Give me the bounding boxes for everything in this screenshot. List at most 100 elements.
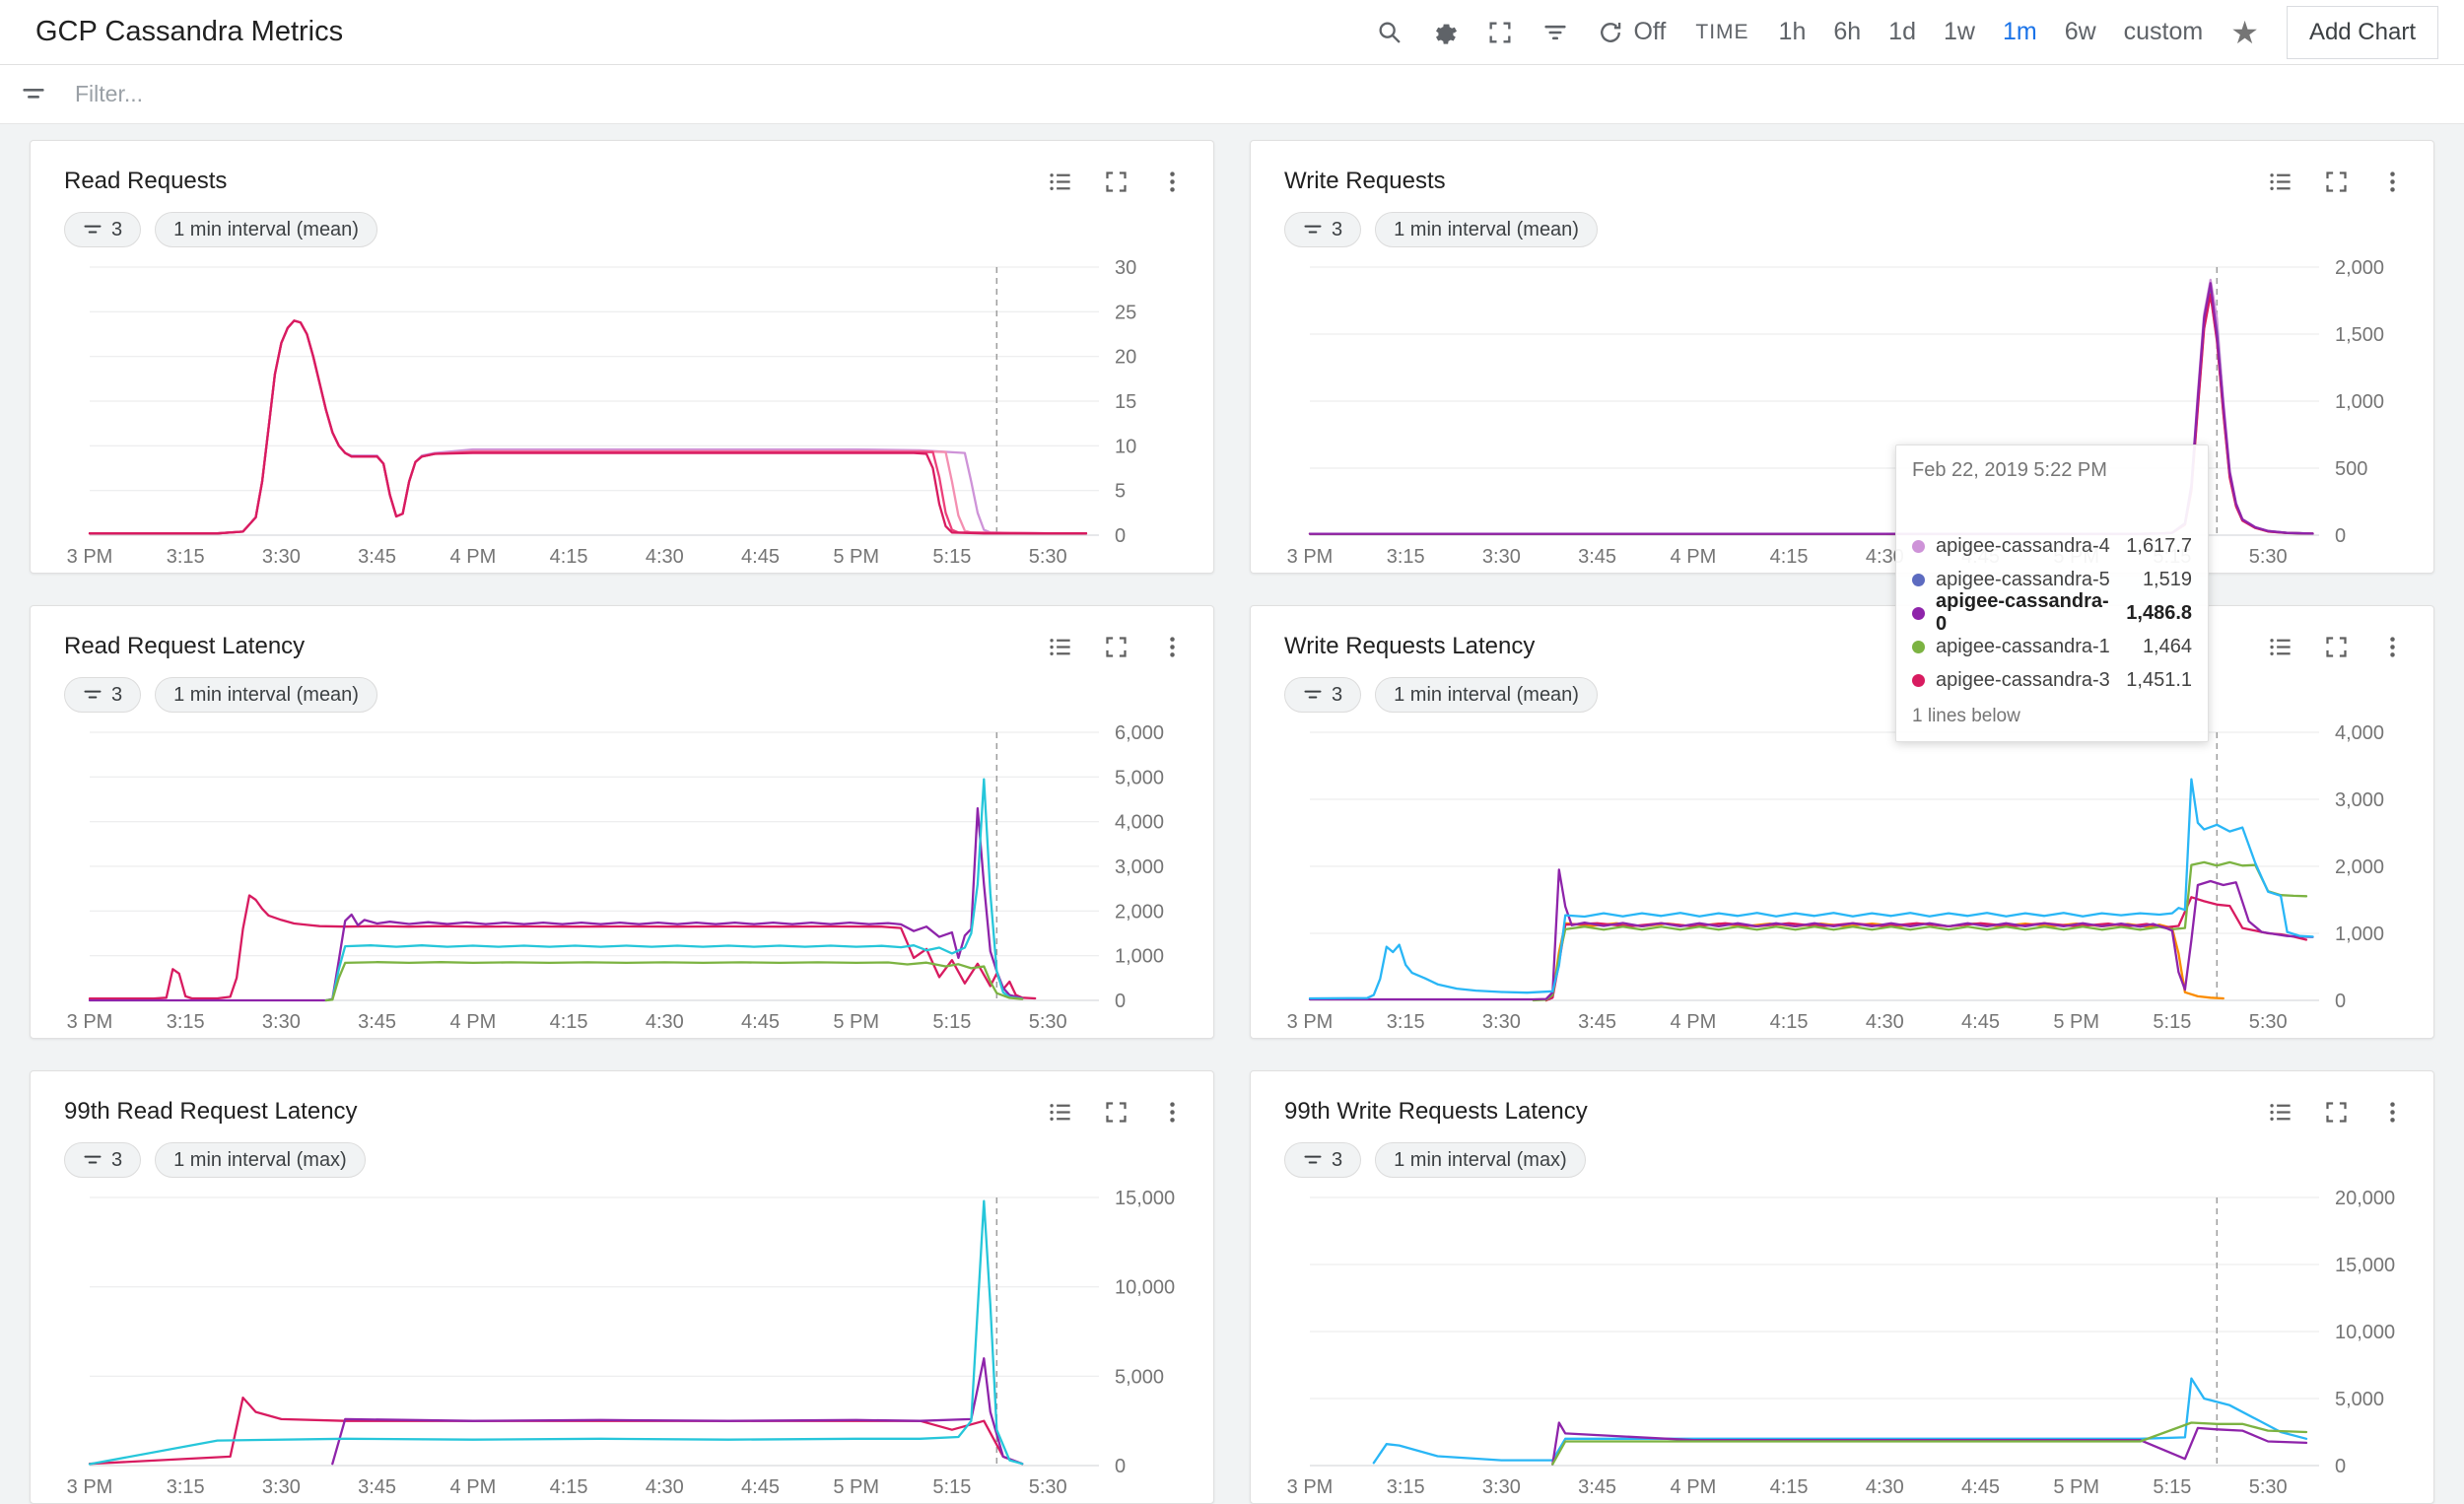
- more-options-kebab-icon[interactable]: [2379, 634, 2406, 660]
- filter-input[interactable]: [73, 80, 861, 108]
- time-range-6w[interactable]: 6w: [2064, 18, 2096, 45]
- legend-list-icon[interactable]: [2267, 169, 2293, 195]
- line-chart[interactable]: 0 5 10 15 20 25 30 3 PM 3:15 3:30 3:45 4 PM 4:15 4:30…: [56, 255, 1194, 573]
- line-chart[interactable]: 0 1,000 2,000 3,000 4,000 5,000 6,000 3 PM 3:15 3…: [56, 720, 1194, 1038]
- svg-text:3 PM: 3 PM: [1287, 546, 1334, 568]
- tooltip-footer: 1 lines below: [1912, 706, 2020, 726]
- legend-list-icon[interactable]: [2267, 634, 2293, 660]
- chart-title: Read Requests: [64, 168, 228, 194]
- line-chart[interactable]: 0 5,000 10,000 15,000 3 PM 3:15 3:30 3:45 4 PM 4:…: [56, 1186, 1194, 1503]
- svg-text:4:15: 4:15: [1770, 1476, 1809, 1498]
- svg-text:10,000: 10,000: [1115, 1277, 1175, 1299]
- interval-badge[interactable]: 1 min interval (max): [1375, 1142, 1586, 1178]
- series-value: 1,617.7: [2126, 534, 2192, 557]
- line-chart[interactable]: 0 1,000 2,000 3,000 4,000 3 PM 3:15 3:30 3:45 4 P…: [1276, 720, 2414, 1038]
- filter-list-icon[interactable]: [1541, 19, 1569, 46]
- time-range-1d[interactable]: 1d: [1888, 18, 1916, 45]
- more-options-kebab-icon[interactable]: [2379, 1099, 2406, 1126]
- svg-text:0: 0: [1115, 1456, 1126, 1477]
- svg-text:500: 500: [2335, 458, 2367, 480]
- time-range-1m[interactable]: 1m: [2002, 18, 2037, 45]
- svg-text:5 PM: 5 PM: [2053, 1011, 2099, 1033]
- filter-count-badge[interactable]: 3: [1284, 677, 1362, 713]
- series-color-dot: [1912, 606, 1925, 620]
- interval-badge[interactable]: 1 min interval (mean): [155, 212, 377, 247]
- interval-badge[interactable]: 1 min interval (mean): [1375, 677, 1598, 713]
- interval-badge[interactable]: 1 min interval (max): [155, 1142, 366, 1178]
- more-options-kebab-icon[interactable]: [1159, 169, 1186, 195]
- svg-text:3:45: 3:45: [358, 1476, 396, 1498]
- expand-chart-icon[interactable]: [2323, 1099, 2350, 1126]
- svg-text:3:15: 3:15: [1387, 1476, 1425, 1498]
- expand-chart-icon[interactable]: [1103, 634, 1129, 660]
- series-color-dot: [1912, 539, 1925, 553]
- legend-list-icon[interactable]: [1047, 169, 1073, 195]
- expand-chart-icon[interactable]: [1103, 169, 1129, 195]
- chart-card-write-requests-latency: Write Requests Latency 3 1 min interval …: [1250, 605, 2434, 1039]
- time-label: TIME: [1695, 20, 1749, 43]
- expand-chart-icon[interactable]: [2323, 634, 2350, 660]
- svg-text:4:30: 4:30: [646, 546, 684, 568]
- tooltip-row: apigee-cassandra-5 1,519: [1912, 563, 2192, 596]
- more-options-kebab-icon[interactable]: [1159, 634, 1186, 660]
- filter-count-badge[interactable]: 3: [64, 212, 142, 247]
- favorite-star-icon[interactable]: ★: [2230, 14, 2259, 50]
- svg-text:4 PM: 4 PM: [450, 546, 497, 568]
- svg-text:4:30: 4:30: [646, 1476, 684, 1498]
- time-range-1h[interactable]: 1h: [1778, 18, 1807, 45]
- filter-funnel-icon[interactable]: [20, 81, 47, 108]
- svg-text:3 PM: 3 PM: [1287, 1011, 1334, 1033]
- add-chart-button[interactable]: Add Chart: [2286, 5, 2438, 59]
- svg-text:2,000: 2,000: [2335, 856, 2384, 878]
- interval-badge[interactable]: 1 min interval (mean): [155, 677, 377, 713]
- legend-list-icon[interactable]: [2267, 1099, 2293, 1126]
- expand-chart-icon[interactable]: [2323, 169, 2350, 195]
- svg-text:3,000: 3,000: [2335, 789, 2384, 811]
- legend-list-icon[interactable]: [1047, 1099, 1073, 1126]
- filter-count-badge[interactable]: 3: [1284, 1142, 1362, 1178]
- series-name: apigee-cassandra-1: [1936, 635, 2110, 657]
- filter-count-badge[interactable]: 3: [64, 677, 142, 713]
- time-range-custom[interactable]: custom: [2123, 18, 2204, 45]
- filter-count-badge[interactable]: 3: [1284, 212, 1362, 247]
- svg-text:4,000: 4,000: [1115, 812, 1164, 834]
- svg-text:4:15: 4:15: [550, 1011, 588, 1033]
- search-icon[interactable]: [1376, 19, 1403, 46]
- svg-text:5:15: 5:15: [932, 1011, 971, 1033]
- expand-chart-icon[interactable]: [1103, 1099, 1129, 1126]
- time-range-6h[interactable]: 6h: [1833, 18, 1862, 45]
- more-options-kebab-icon[interactable]: [1159, 1099, 1186, 1126]
- svg-text:15: 15: [1115, 391, 1136, 413]
- svg-text:5 PM: 5 PM: [833, 1011, 879, 1033]
- svg-text:5 PM: 5 PM: [833, 1476, 879, 1498]
- svg-text:3 PM: 3 PM: [67, 1011, 113, 1033]
- svg-text:0: 0: [1115, 525, 1126, 547]
- series-value: 1,519: [2142, 568, 2192, 590]
- svg-text:3:15: 3:15: [167, 1011, 205, 1033]
- refresh-icon: [1597, 19, 1624, 46]
- svg-text:5:30: 5:30: [2249, 1011, 2288, 1033]
- fullscreen-icon[interactable]: [1486, 19, 1514, 46]
- line-chart[interactable]: 0 5,000 10,000 15,000 20,000 3 PM 3:15 3:30 3:45…: [1276, 1186, 2414, 1503]
- svg-text:5:30: 5:30: [1029, 1011, 1067, 1033]
- svg-text:4:30: 4:30: [1866, 546, 1904, 568]
- chart-card-read-request-latency: Read Request Latency 3 1 min interval (m…: [30, 605, 1214, 1039]
- auto-refresh-toggle[interactable]: Off: [1597, 18, 1666, 46]
- tooltip-row: apigee-cassandra-4 1,617.7: [1912, 529, 2192, 563]
- settings-gear-icon[interactable]: [1431, 19, 1459, 46]
- chart-card-write-requests: Write Requests 3 1 min interval (mean) 0…: [1250, 140, 2434, 574]
- legend-list-icon[interactable]: [1047, 634, 1073, 660]
- svg-text:3:30: 3:30: [262, 1011, 301, 1033]
- svg-text:3:30: 3:30: [1482, 546, 1521, 568]
- svg-text:20,000: 20,000: [2335, 1188, 2395, 1209]
- svg-text:2,000: 2,000: [1115, 901, 1164, 923]
- svg-text:15,000: 15,000: [2335, 1255, 2395, 1276]
- filter-count-badge[interactable]: 3: [64, 1142, 142, 1178]
- interval-badge[interactable]: 1 min interval (mean): [1375, 212, 1598, 247]
- more-options-kebab-icon[interactable]: [2379, 169, 2406, 195]
- time-range-1w[interactable]: 1w: [1943, 18, 1975, 45]
- line-chart[interactable]: 0 500 1,000 1,500 2,000 3 PM 3:15 3:30 3:45 4 PM 4…: [1276, 255, 2414, 573]
- svg-text:5,000: 5,000: [1115, 1366, 1164, 1388]
- chart-tooltip: Feb 22, 2019 5:22 PM apigee-cassandra-4 1…: [1895, 444, 2209, 742]
- svg-text:4 PM: 4 PM: [1671, 1476, 1717, 1498]
